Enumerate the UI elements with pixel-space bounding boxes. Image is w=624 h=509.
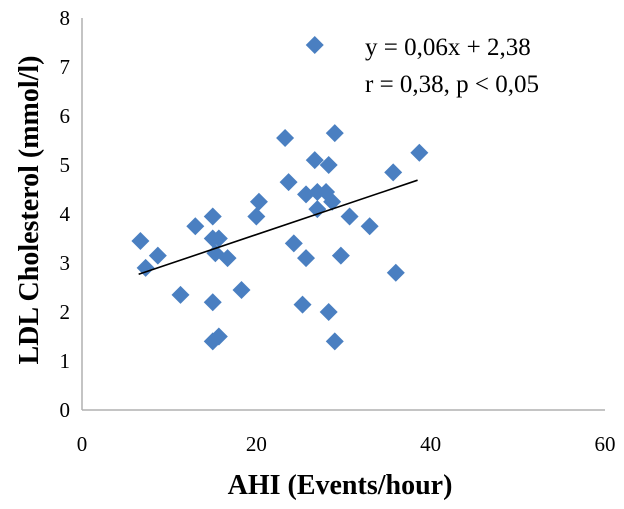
y-tick-label: 1 xyxy=(60,349,71,373)
data-point xyxy=(279,173,298,192)
axes xyxy=(81,18,605,411)
data-point xyxy=(276,129,295,148)
data-point xyxy=(325,332,344,351)
y-tick-label: 4 xyxy=(60,202,71,226)
y-tick-label: 2 xyxy=(60,300,71,324)
data-point xyxy=(171,285,190,304)
data-point xyxy=(209,229,228,248)
y-tick-label: 5 xyxy=(60,153,71,177)
data-points xyxy=(131,35,429,351)
x-tick-label: 60 xyxy=(595,432,616,456)
y-tick-label: 7 xyxy=(60,55,71,79)
data-point xyxy=(319,156,338,174)
data-point xyxy=(305,35,324,54)
data-point xyxy=(284,234,303,253)
data-point xyxy=(148,246,167,265)
data-point xyxy=(305,151,324,170)
data-point xyxy=(360,217,379,236)
data-point xyxy=(293,295,312,314)
data-point xyxy=(308,200,327,219)
x-tick-label: 40 xyxy=(420,432,441,456)
x-tick-label: 0 xyxy=(77,432,88,456)
data-point xyxy=(325,124,344,143)
data-point xyxy=(410,143,429,162)
x-axis-title: AHI (Events/hour) xyxy=(228,470,453,501)
y-axis-title: LDL Cholesterol (mmol/l) xyxy=(14,55,45,364)
x-tick-label: 20 xyxy=(246,432,267,456)
y-tick-labels: 0 1 2 3 4 5 6 7 8 xyxy=(60,6,71,422)
y-tick-label: 6 xyxy=(60,104,71,128)
data-point xyxy=(218,249,237,268)
data-point xyxy=(247,207,266,226)
data-point xyxy=(186,217,205,236)
data-point xyxy=(384,163,403,182)
y-tick-label: 0 xyxy=(60,398,71,422)
data-point xyxy=(340,207,359,226)
data-point xyxy=(203,332,222,351)
data-point xyxy=(331,246,350,265)
y-tick-label: 3 xyxy=(60,251,71,275)
data-point xyxy=(249,192,268,211)
equation-annotation: y = 0,06x + 2,38 xyxy=(365,34,531,61)
trendline xyxy=(138,179,418,276)
data-point xyxy=(203,207,222,226)
data-point xyxy=(131,231,150,250)
data-point xyxy=(386,263,405,282)
y-tick-label: 8 xyxy=(60,6,71,30)
data-point xyxy=(206,244,225,263)
data-point xyxy=(319,303,338,321)
correlation-annotation: r = 0,38, p < 0,05 xyxy=(365,71,539,98)
data-point xyxy=(203,293,222,312)
x-tick-labels: 0 20 40 60 xyxy=(77,432,616,456)
data-point xyxy=(323,192,342,211)
data-point xyxy=(136,258,155,277)
data-point xyxy=(297,249,316,268)
data-point xyxy=(232,280,251,299)
